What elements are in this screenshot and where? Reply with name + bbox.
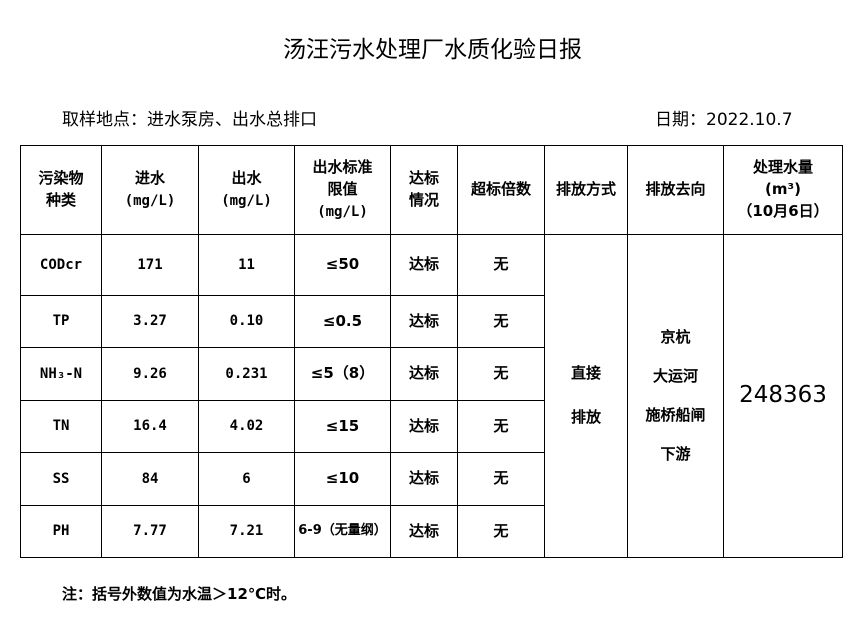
effluent-value: 7.21 [198,505,295,558]
limit-value: ≤10 [294,452,391,506]
header-volume: 处理水量 (m³) （10月6日） [723,145,843,235]
exceed-value: 无 [457,400,545,453]
report-title: 汤汪污水处理厂水质化验日报 [283,37,582,63]
pollutant-name: TN [20,400,102,453]
pollutant-name: PH [20,505,102,558]
status-value: 达标 [390,452,458,506]
table-row: TN 16.4 4.02 ≤15 达标 无 [20,400,843,453]
table-row: CODcr 171 11 ≤50 达标 无 直接 排放 京杭 大运河 施桥船闸 下游 2… [20,234,843,558]
header-effluent: 出水 (mg/L) [198,145,295,235]
header-exceed: 超标倍数 [457,145,545,235]
header-discharge-method: 排放方式 [544,145,628,235]
sampling-location: 取样地点：进水泵房、出水总排口 [62,110,317,130]
influent-value: 16.4 [101,400,199,453]
status-value: 达标 [390,400,458,453]
table-row: TP 3.27 0.10 ≤0.5 达标 无 [20,295,843,348]
status-value: 达标 [390,505,458,558]
pollutant-name: TP [20,295,102,348]
influent-value: 7.77 [101,505,199,558]
report-date: 日期：2022.10.7 [655,110,793,130]
influent-value: 9.26 [101,347,199,401]
effluent-value: 11 [198,234,295,296]
limit-value: 6-9（无量纲） [294,505,391,558]
limit-value: ≤5（8） [294,347,391,401]
header-influent: 进水 (mg/L) [101,145,199,235]
status-value: 达标 [390,295,458,348]
limit-value: ≤50 [294,234,391,296]
discharge-method: 直接 排放 [544,234,628,558]
exceed-value: 无 [457,452,545,506]
influent-value: 171 [101,234,199,296]
treated-volume: 248363 [723,234,843,558]
exceed-value: 无 [457,295,545,348]
header-pollutant: 污染物 种类 [20,145,102,235]
status-value: 达标 [390,234,458,296]
influent-value: 84 [101,452,199,506]
influent-value: 3.27 [101,295,199,348]
discharge-destination: 京杭 大运河 施桥船闸 下游 [627,234,724,558]
exceed-value: 无 [457,234,545,296]
header-status: 达标 情况 [390,145,458,235]
effluent-value: 6 [198,452,295,506]
pollutant-name: SS [20,452,102,506]
effluent-value: 0.10 [198,295,295,348]
pollutant-name: CODcr [20,234,102,296]
footnote: 注：括号外数值为水温＞12℃时。 [62,585,297,603]
table-row: PH 7.77 7.21 6-9（无量纲） 达标 无 [20,505,843,558]
effluent-value: 0.231 [198,347,295,401]
effluent-value: 4.02 [198,400,295,453]
table-row: NH₃-N 9.26 0.231 ≤5（8） 达标 无 [20,347,843,401]
pollutant-name: NH₃-N [20,347,102,401]
exceed-value: 无 [457,505,545,558]
exceed-value: 无 [457,347,545,401]
header-row: 污染物 种类 进水 (mg/L) 出水 (mg/L) 出水标准 限值 (mg/L) 达标情… [20,145,843,235]
table-row: SS 84 6 ≤10 达标 无 [20,452,843,506]
status-value: 达标 [390,347,458,401]
header-limit: 出水标准 限值 (mg/L) [294,145,391,235]
water-quality-table: 污染物 种类 进水 (mg/L) 出水 (mg/L) 出水标准 限值 (mg/L) 达标情… [20,145,843,558]
header-discharge-dest: 排放去向 [627,145,724,235]
limit-value: ≤0.5 [294,295,391,348]
limit-value: ≤15 [294,400,391,453]
